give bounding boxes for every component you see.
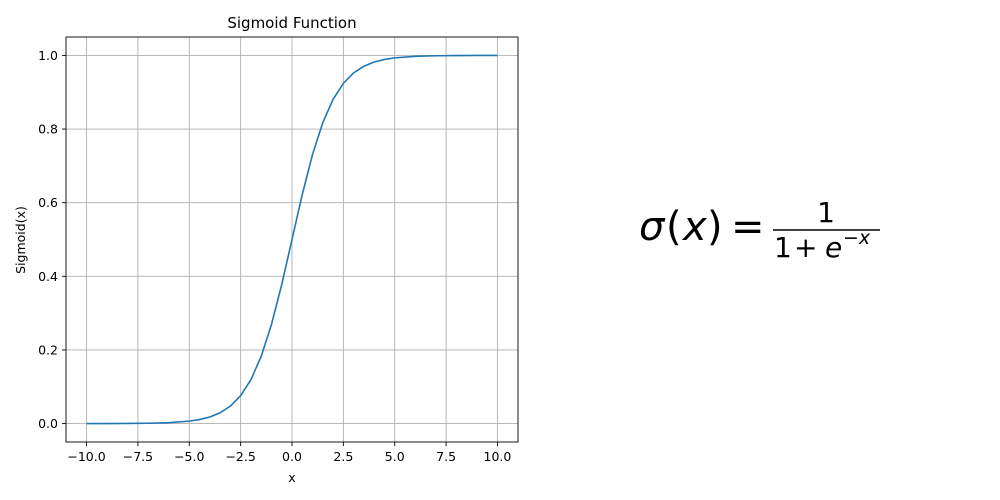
equation-denominator-one: 1 xyxy=(774,231,792,264)
y-axis-label: Sigmoid(x) xyxy=(13,206,28,274)
x-tick-label: −5.0 xyxy=(174,449,204,464)
equation-open-paren: ( xyxy=(666,204,682,250)
x-tick-label: −2.5 xyxy=(225,449,255,464)
equation-close-paren: ) xyxy=(707,204,723,250)
x-tick-label: 0.0 xyxy=(282,449,302,464)
equation-numerator: 1 xyxy=(817,196,835,229)
equation-sigma: σ xyxy=(639,204,666,250)
x-tick-label: −7.5 xyxy=(123,449,153,464)
chart-title: Sigmoid Function xyxy=(227,14,356,32)
x-tick-label: 5.0 xyxy=(385,449,405,464)
x-tick-label: 2.5 xyxy=(333,449,353,464)
equation-denominator-e: e xyxy=(825,231,842,264)
equation-equals: = xyxy=(731,204,765,250)
equation-x: x xyxy=(681,204,707,250)
axis-ticks: −10.0 −7.5 −5.0 −2.5 0.0 2.5 5.0 7.5 10.0 0.0 0.2 0… xyxy=(38,48,511,464)
sigmoid-equation: σ ( x ) = 1 1 + e −x xyxy=(639,196,880,264)
y-tick-label: 0.2 xyxy=(38,342,58,357)
sigmoid-chart: −10.0 −7.5 −5.0 −2.5 0.0 2.5 5.0 7.5 10.0 0.0 0.2 0… xyxy=(13,14,519,485)
y-tick-label: 0.4 xyxy=(38,269,58,284)
y-tick-label: 0.6 xyxy=(38,195,58,210)
x-axis-label: x xyxy=(288,470,295,485)
sigmoid-curve xyxy=(86,54,498,425)
equation-exponent: −x xyxy=(843,227,871,249)
y-tick-label: 0.8 xyxy=(38,122,58,137)
equation-denominator-plus: + xyxy=(794,231,817,264)
x-tick-label: −10.0 xyxy=(67,449,105,464)
y-tick-label: 1.0 xyxy=(38,48,58,63)
x-tick-label: 7.5 xyxy=(436,449,456,464)
x-tick-label: 10.0 xyxy=(484,449,512,464)
y-tick-label: 0.0 xyxy=(38,416,58,431)
